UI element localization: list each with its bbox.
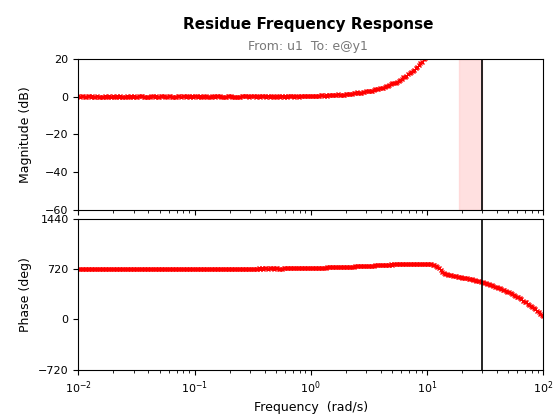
sys bbox=[540, 45, 547, 50]
sys bbox=[437, 24, 444, 29]
sys bbox=[353, 90, 360, 95]
sys bbox=[470, 47, 477, 52]
Text: Residue Frequency Response: Residue Frequency Response bbox=[183, 17, 433, 32]
sys bbox=[540, 314, 547, 319]
sys bbox=[190, 95, 197, 100]
sys bbox=[75, 94, 82, 99]
sys bbox=[416, 261, 422, 266]
sys bbox=[361, 89, 368, 94]
sys bbox=[500, 46, 506, 51]
sys bbox=[352, 264, 358, 269]
sys bbox=[360, 264, 366, 269]
sys bbox=[77, 267, 83, 272]
sys bbox=[352, 91, 358, 96]
sys bbox=[75, 267, 82, 272]
Bar bbox=[459, 59, 483, 210]
Y-axis label: Magnitude (dB): Magnitude (dB) bbox=[19, 86, 32, 183]
sys bbox=[498, 286, 505, 291]
X-axis label: Frequency  (rad/s): Frequency (rad/s) bbox=[254, 402, 368, 415]
sys bbox=[350, 264, 357, 269]
Text: From: u1  To: e@y1: From: u1 To: e@y1 bbox=[248, 40, 368, 53]
Line: sys: sys bbox=[76, 262, 545, 318]
sys bbox=[468, 277, 475, 282]
Y-axis label: Phase (deg): Phase (deg) bbox=[19, 257, 32, 332]
sys bbox=[77, 94, 83, 99]
Line: sys: sys bbox=[76, 25, 545, 100]
